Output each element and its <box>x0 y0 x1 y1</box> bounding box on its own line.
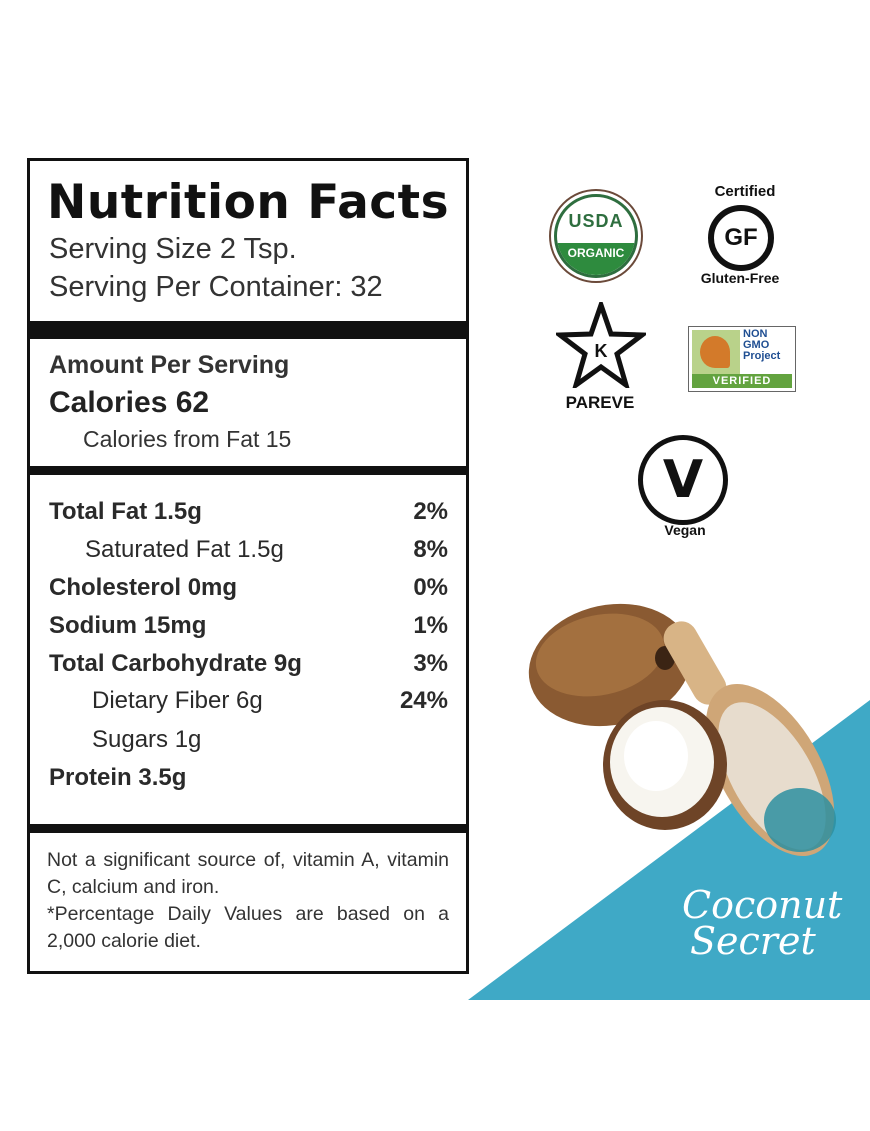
nutrient-row-cholesterol: Cholesterol 0mg 0% <box>49 574 448 604</box>
kosher-mark: K <box>595 341 608 361</box>
nutrition-facts-label: Nutrition Facts Serving Size 2 Tsp. Serv… <box>27 158 469 974</box>
nutrient-name: Sugars 1g <box>92 726 202 753</box>
usda-organic-badge: USDA ORGANIC <box>549 189 643 283</box>
usda-text: USDA <box>568 211 624 231</box>
thick-divider <box>30 321 466 339</box>
nutrient-row-saturated-fat: Saturated Fat 1.5g 8% <box>49 536 448 566</box>
nutrient-percent: 3% <box>413 650 448 677</box>
nutrient-name: Cholesterol 0mg <box>49 574 238 601</box>
wooden-scoop-icon <box>663 621 836 856</box>
gluten-free-label: Gluten-Free <box>700 270 780 286</box>
non-gmo-verified-badge: NON GMO Project VERIFIED <box>688 326 796 392</box>
brand-line-2: Secret <box>690 919 816 963</box>
nutrient-percent: 0% <box>413 574 448 601</box>
nutrient-percent: 24% <box>399 687 448 714</box>
butterfly-icon <box>692 330 740 375</box>
vegan-icon: V <box>638 435 728 525</box>
whole-coconut-icon <box>528 603 692 727</box>
organic-text: ORGANIC <box>557 243 635 275</box>
nutrient-name: Total Fat 1.5g <box>49 498 202 525</box>
nutrient-name: Total Carbohydrate 9g <box>49 650 302 677</box>
medium-divider <box>30 466 466 475</box>
brand-line-1: Coconut <box>682 883 843 927</box>
calories: Calories 62 <box>49 386 210 419</box>
amount-per-serving: Amount Per Serving <box>49 351 290 379</box>
label-footnote: Not a significant source of, vitamin A, … <box>47 847 449 955</box>
vegan-label: Vegan <box>664 522 706 538</box>
nutrient-name: Dietary Fiber 6g <box>92 687 263 714</box>
nutrient-row-protein: Protein 3.5g <box>49 764 448 794</box>
non-gmo-text: NON GMO Project <box>743 328 781 362</box>
nutrient-row-total-carbohydrate: Total Carbohydrate 9g 3% <box>49 650 448 680</box>
verified-text: VERIFIED <box>692 374 792 388</box>
coconut-secret-logo: Coconut Secret <box>682 883 843 963</box>
coconut-half-icon <box>603 700 727 830</box>
nutrient-name: Sodium 15mg <box>49 612 207 639</box>
footnote-daily-values: *Percentage Daily Values are based on a … <box>47 903 449 952</box>
servings-per-container: Serving Per Container: 32 <box>49 271 383 303</box>
medium-divider <box>30 824 466 833</box>
footnote-vitamins: Not a significant source of, vitamin A, … <box>47 849 449 898</box>
kosher-star-icon: K <box>556 302 646 388</box>
nutrient-row-sodium: Sodium 15mg 1% <box>49 612 448 642</box>
gf-certified-text: Certified <box>714 183 776 200</box>
usda-seal-icon: USDA ORGANIC <box>554 194 638 278</box>
nutrient-row-total-fat: Total Fat 1.5g 2% <box>49 498 448 528</box>
nutrient-row-sugars: Sugars 1g <box>49 726 448 756</box>
pareve-label: PAREVE <box>565 393 635 412</box>
coconut-scene <box>468 603 870 1000</box>
nutrient-name: Protein 3.5g <box>49 764 187 791</box>
gluten-free-icon: GF <box>708 205 774 271</box>
nutrient-row-dietary-fiber: Dietary Fiber 6g 24% <box>49 687 448 717</box>
nutrient-percent: 1% <box>413 612 448 639</box>
nutrient-percent: 2% <box>413 498 448 525</box>
calories-from-fat: Calories from Fat 15 <box>83 426 292 452</box>
nutrient-percent: 8% <box>413 536 448 563</box>
label-title: Nutrition Facts <box>47 175 450 230</box>
nutrient-name: Saturated Fat 1.5g <box>85 536 284 563</box>
serving-size: Serving Size 2 Tsp. <box>49 233 297 265</box>
